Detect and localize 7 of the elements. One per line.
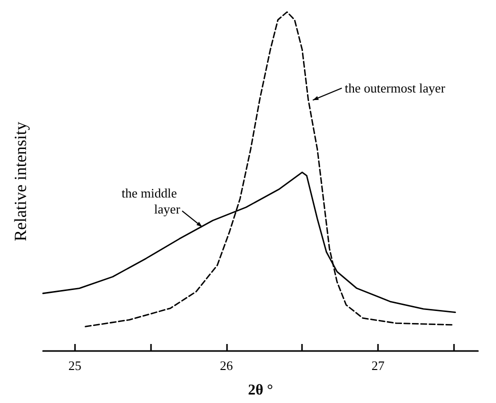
x-tick-label: 27 <box>371 358 385 373</box>
x-tick-label: 25 <box>68 358 82 373</box>
annotation: the outermost layer <box>344 80 446 96</box>
x-tick-label: 26 <box>220 358 234 373</box>
y-axis-title: Relative intensity <box>11 121 30 242</box>
annotation: the middle layer <box>122 185 181 216</box>
x-axis-title: 2θ ° <box>248 382 274 398</box>
